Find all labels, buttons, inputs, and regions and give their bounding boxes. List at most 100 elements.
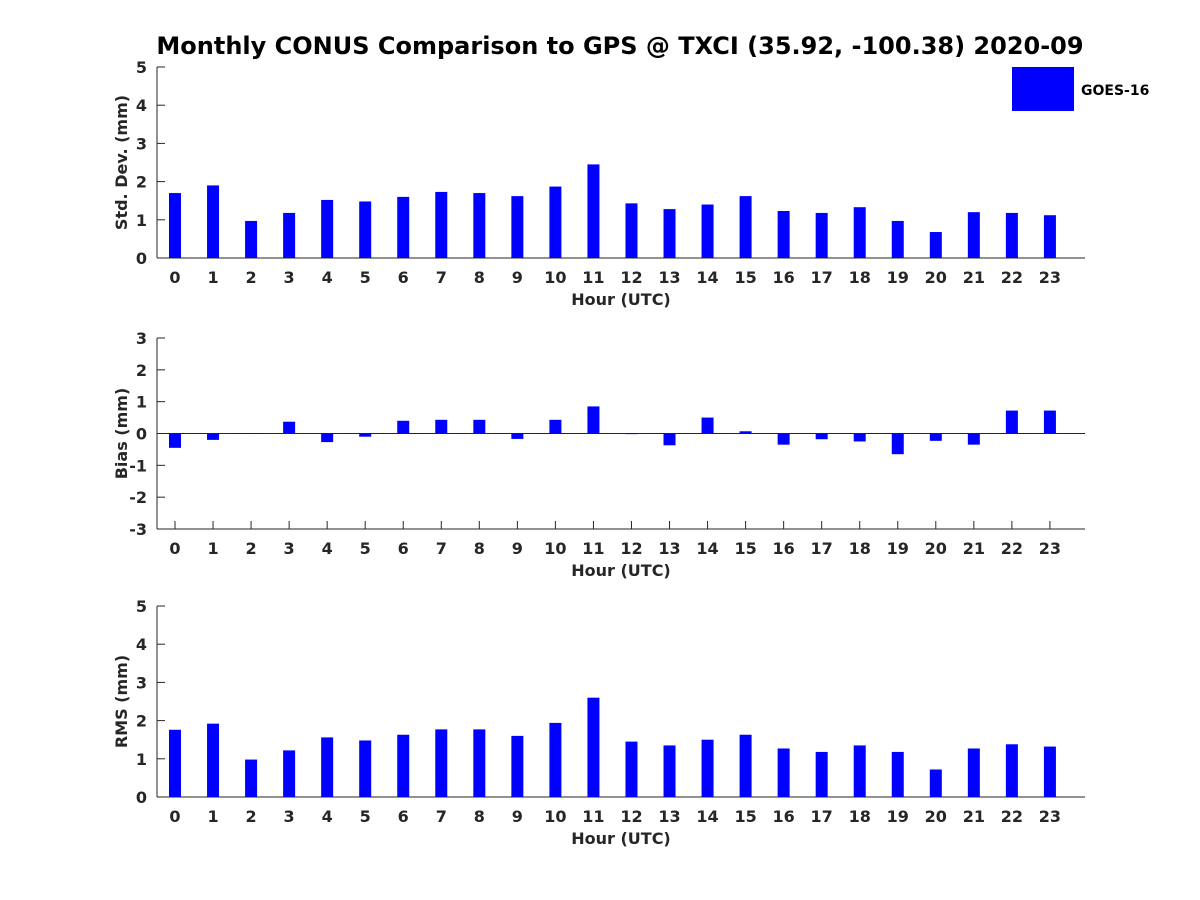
x-tick-label: 11	[582, 539, 604, 558]
bar	[967, 433, 980, 445]
x-tick-label: 9	[512, 807, 523, 826]
bar	[587, 164, 600, 258]
x-axis-label: Hour (UTC)	[571, 561, 671, 580]
bar	[321, 737, 334, 797]
x-axis-label: Hour (UTC)	[571, 829, 671, 848]
bar	[283, 212, 296, 258]
bar	[435, 729, 448, 797]
bar	[169, 193, 181, 258]
legend: GOES-16	[1012, 67, 1149, 111]
x-tick-label: 21	[963, 539, 985, 558]
legend-label: GOES-16	[1081, 83, 1149, 99]
bar	[701, 417, 714, 434]
bar	[549, 186, 562, 258]
x-tick-label: 14	[696, 268, 718, 287]
bar	[853, 433, 866, 442]
x-tick-label: 12	[620, 268, 642, 287]
x-tick-label: 0	[169, 268, 180, 287]
bar	[473, 419, 486, 434]
bar	[321, 199, 334, 258]
bar	[853, 207, 866, 258]
y-tick-label: 4	[136, 635, 147, 654]
y-tick-label: 1	[136, 750, 147, 769]
x-tick-label: 4	[322, 539, 333, 558]
x-tick-label: 13	[658, 268, 680, 287]
x-tick-label: 19	[887, 539, 909, 558]
x-tick-label: 6	[398, 539, 409, 558]
x-tick-label: 11	[582, 807, 604, 826]
x-tick-label: 19	[887, 807, 909, 826]
x-tick-label: 2	[246, 807, 257, 826]
bar	[435, 419, 448, 434]
bar	[739, 734, 752, 797]
x-tick-label: 13	[658, 807, 680, 826]
bar	[891, 220, 904, 258]
x-tick-label: 13	[658, 539, 680, 558]
y-tick-label: 5	[136, 597, 147, 616]
bar	[891, 751, 904, 797]
x-tick-label: 8	[474, 268, 485, 287]
bar	[511, 433, 524, 439]
bar	[967, 748, 980, 797]
bar	[435, 191, 448, 258]
y-tick-label: 1	[136, 393, 147, 412]
bar	[1005, 212, 1018, 258]
y-axis-label: Std. Dev. (mm)	[112, 95, 131, 230]
bar	[1043, 410, 1056, 434]
x-tick-label: 18	[849, 268, 871, 287]
y-tick-label: 3	[136, 673, 147, 692]
x-tick-label: 10	[544, 268, 566, 287]
y-tick-label: -2	[129, 488, 147, 507]
y-tick-label: 3	[136, 134, 147, 153]
x-tick-label: 3	[284, 268, 295, 287]
x-tick-label: 9	[512, 268, 523, 287]
bar	[701, 739, 714, 797]
bar	[663, 433, 676, 446]
x-tick-label: 17	[811, 539, 833, 558]
bar	[169, 433, 181, 448]
bar	[207, 433, 220, 440]
y-tick-label: 2	[136, 173, 147, 192]
x-tick-label: 22	[1001, 268, 1023, 287]
y-tick-label: 5	[136, 58, 147, 77]
bar	[815, 751, 828, 797]
y-tick-label: 0	[136, 425, 147, 444]
x-tick-label: 2	[246, 539, 257, 558]
x-axis-label: Hour (UTC)	[571, 290, 671, 309]
x-tick-label: 23	[1039, 268, 1061, 287]
x-tick-label: 14	[696, 807, 718, 826]
bar	[283, 750, 296, 797]
bar	[549, 419, 562, 434]
x-tick-label: 12	[620, 807, 642, 826]
bar	[663, 209, 676, 258]
y-axis-label: RMS (mm)	[112, 655, 131, 748]
x-tick-label: 22	[1001, 807, 1023, 826]
bar	[397, 734, 410, 797]
bar	[1043, 746, 1056, 797]
bar	[397, 420, 410, 434]
x-tick-label: 0	[169, 539, 180, 558]
x-tick-label: 8	[474, 807, 485, 826]
legend-swatch	[1012, 67, 1074, 111]
bar	[929, 433, 942, 441]
x-tick-label: 17	[811, 268, 833, 287]
bar	[207, 185, 220, 258]
bar	[1005, 410, 1018, 434]
bar	[549, 722, 562, 797]
x-tick-label: 5	[360, 539, 371, 558]
y-tick-label: 3	[136, 329, 147, 348]
x-tick-label: 23	[1039, 807, 1061, 826]
x-tick-label: 10	[544, 807, 566, 826]
bar	[359, 201, 372, 258]
bar	[169, 729, 181, 797]
x-tick-label: 7	[436, 268, 447, 287]
x-tick-label: 7	[436, 539, 447, 558]
bar	[245, 220, 258, 258]
x-tick-label: 5	[360, 807, 371, 826]
x-tick-label: 8	[474, 539, 485, 558]
